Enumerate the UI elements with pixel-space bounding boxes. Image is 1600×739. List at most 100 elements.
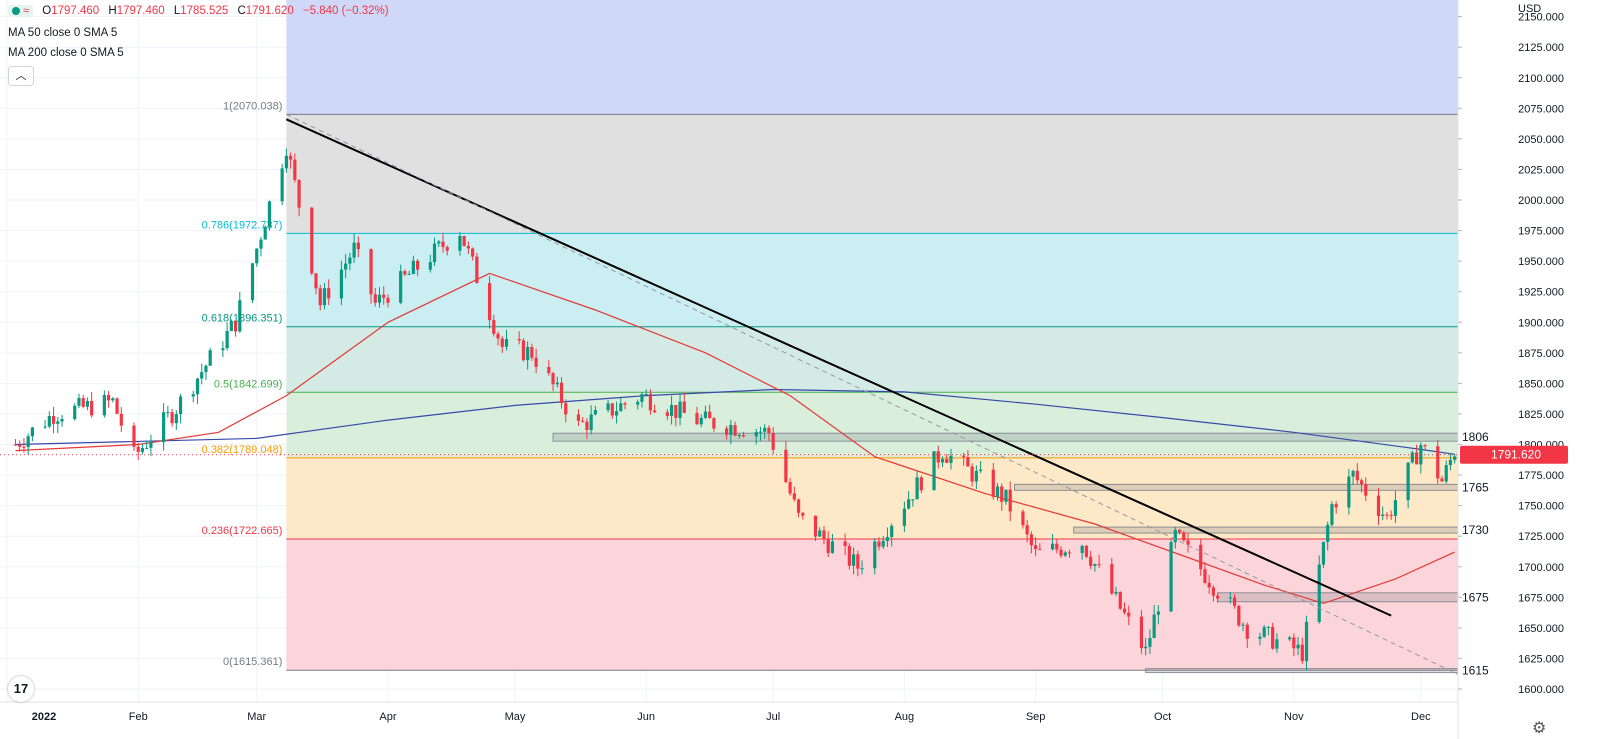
candle-body — [106, 395, 111, 401]
ma200-legend[interactable]: MA 200 close 0 SMA 5 — [8, 47, 124, 59]
candle-body — [18, 444, 22, 447]
candle-body — [826, 538, 830, 553]
candle-body — [403, 271, 407, 275]
fib-zone — [286, 114, 1459, 234]
y-tick-label: 1825.000 — [1518, 409, 1564, 421]
fib-label: 0.786(1972.737) — [202, 219, 283, 231]
candle-body — [178, 396, 183, 415]
candle-body — [1321, 541, 1326, 565]
candle-body — [733, 425, 737, 436]
x-tick-label: Oct — [1154, 711, 1171, 723]
candle-body — [991, 469, 995, 497]
candle-body — [813, 515, 818, 537]
y-tick-label: 2025.000 — [1518, 164, 1564, 176]
level-box — [1073, 526, 1459, 534]
fib-label: 0.236(1722.665) — [202, 525, 283, 537]
candle-body — [145, 447, 149, 449]
candle-body — [233, 321, 238, 332]
y-tick-label: 1950.000 — [1518, 256, 1564, 268]
y-tick-label: 1975.000 — [1518, 226, 1564, 238]
symbol-status[interactable]: ≈ — [8, 5, 34, 18]
candle-body — [1228, 597, 1232, 599]
candle-body — [26, 436, 30, 447]
y-tick-label: 1725.000 — [1518, 531, 1564, 543]
candle-body — [847, 546, 851, 566]
x-tick-label: Jul — [766, 711, 780, 723]
candle-body — [852, 554, 856, 566]
candle-body — [1211, 587, 1216, 596]
level-box — [1145, 668, 1459, 674]
candle-body — [945, 458, 949, 463]
candle-body — [441, 241, 445, 248]
level-label: 1730 — [1462, 523, 1489, 537]
candle-body — [43, 426, 47, 428]
candle-body — [297, 179, 301, 208]
candle-body — [885, 537, 890, 541]
candle-body — [555, 382, 559, 385]
candle-body — [162, 412, 166, 443]
candle-body — [411, 260, 415, 274]
fib-label: 0.382(1789.048) — [202, 444, 283, 456]
candle-body — [1245, 624, 1249, 639]
candle-body — [238, 300, 242, 332]
candle-body — [585, 421, 589, 430]
candle-body — [1004, 489, 1008, 502]
y-tick-label: 1925.000 — [1518, 287, 1564, 299]
y-tick-label: 1775.000 — [1518, 470, 1564, 482]
candle-body — [1355, 470, 1359, 481]
y-tick-label: 2050.000 — [1518, 134, 1564, 146]
candle-body — [496, 333, 500, 339]
candle-body — [475, 256, 479, 284]
candle-body — [1139, 616, 1144, 649]
x-tick-label: Nov — [1284, 711, 1304, 723]
candle-body — [437, 241, 441, 244]
candle-body — [1152, 614, 1156, 639]
candle-body — [1029, 534, 1033, 546]
candle-body — [995, 486, 1000, 497]
candle-body — [860, 568, 864, 570]
ohlc-legend: ≈ O1797.460 H1797.460 L1785.525 C1791.62… — [8, 5, 389, 18]
candle-body — [85, 400, 90, 407]
candle-body — [1080, 545, 1084, 553]
candle-body — [1304, 621, 1309, 662]
candle-body — [1038, 549, 1042, 551]
x-tick-label: Mar — [247, 711, 266, 723]
level-label: 1806 — [1462, 430, 1489, 444]
y-tick-label: 1875.000 — [1518, 348, 1564, 360]
candle-body — [132, 425, 136, 447]
fib-label: 1(2070.038) — [223, 100, 282, 112]
candle-body — [1118, 591, 1122, 609]
candle-body — [589, 414, 593, 430]
trendline-group[interactable] — [285, 113, 1459, 675]
candle-body — [665, 412, 669, 416]
candle-body — [653, 410, 657, 413]
candle-body — [1389, 515, 1393, 517]
candle-body — [936, 451, 940, 463]
candle-body — [229, 321, 233, 331]
candle-body — [1406, 462, 1410, 501]
candle-body — [1414, 452, 1419, 465]
y-tick-label: 1850.000 — [1518, 378, 1564, 390]
currency-label[interactable]: USD — [1518, 3, 1542, 15]
candle-body — [830, 541, 835, 553]
candle-body — [255, 248, 259, 264]
gear-icon[interactable]: ⚙ — [1532, 720, 1547, 737]
ma200-line — [15, 388, 1455, 455]
candle-body — [1287, 637, 1292, 640]
y-tick-label: 1675.000 — [1518, 592, 1564, 604]
candle-body — [432, 243, 437, 263]
fib-label: 0.618(1896.351) — [202, 313, 283, 325]
fibonacci-retracement[interactable]: 1(2070.038) 0.786(1972.737) 0.618(1896.351… — [202, 0, 1459, 671]
candle-body — [250, 263, 255, 301]
candle-body — [881, 540, 885, 547]
ma50-legend[interactable]: MA 50 close 0 SMA 5 — [8, 27, 118, 39]
candle-body — [843, 541, 847, 547]
candle-body — [822, 530, 826, 539]
candle-body — [73, 405, 77, 420]
candle-body — [623, 403, 627, 405]
tradingview-logo[interactable]: 17 — [8, 676, 34, 702]
candle-body — [373, 294, 377, 303]
collapse-legend-button[interactable]: ︿ — [8, 66, 34, 86]
candle-body — [386, 297, 390, 303]
